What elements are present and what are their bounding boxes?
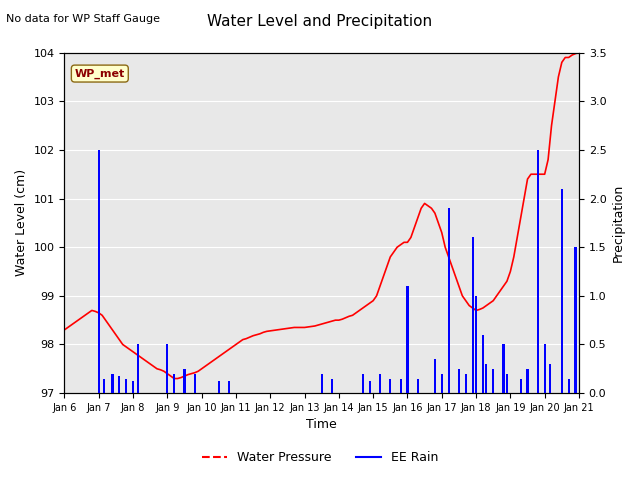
Bar <box>184 369 186 393</box>
Bar <box>417 379 419 393</box>
Y-axis label: Precipitation: Precipitation <box>612 184 625 262</box>
Bar <box>321 373 323 393</box>
Bar <box>548 364 551 393</box>
Bar <box>458 369 460 393</box>
Bar <box>103 379 105 393</box>
Bar <box>568 379 570 393</box>
Bar <box>218 382 220 393</box>
Text: No data for WP Staff Gauge: No data for WP Staff Gauge <box>6 14 161 24</box>
Bar <box>228 382 230 393</box>
Bar <box>561 189 563 393</box>
Bar <box>520 379 522 393</box>
Y-axis label: Water Level (cm): Water Level (cm) <box>15 169 28 276</box>
Bar <box>369 382 371 393</box>
Legend: Water Pressure, EE Rain: Water Pressure, EE Rain <box>196 446 444 469</box>
Bar <box>475 296 477 393</box>
Bar <box>125 379 127 393</box>
Bar <box>399 379 402 393</box>
Bar <box>465 373 467 393</box>
Text: WP_met: WP_met <box>75 69 125 79</box>
Bar <box>472 238 474 393</box>
Bar <box>389 379 392 393</box>
Bar <box>485 364 488 393</box>
Bar <box>362 373 364 393</box>
Bar <box>111 373 113 393</box>
Bar <box>379 373 381 393</box>
Bar <box>543 345 546 393</box>
Bar <box>434 359 436 393</box>
Bar <box>506 373 508 393</box>
Bar <box>98 150 100 393</box>
Bar <box>331 379 333 393</box>
X-axis label: Time: Time <box>307 419 337 432</box>
Bar <box>173 373 175 393</box>
Text: Water Level and Precipitation: Water Level and Precipitation <box>207 14 433 29</box>
Bar <box>137 345 140 393</box>
Bar <box>482 335 484 393</box>
Bar <box>502 345 504 393</box>
Bar <box>441 373 443 393</box>
Bar <box>132 382 134 393</box>
Bar <box>527 369 529 393</box>
Bar <box>537 150 539 393</box>
Bar <box>118 376 120 393</box>
Bar <box>166 345 168 393</box>
Bar <box>575 247 577 393</box>
Bar <box>447 208 450 393</box>
Bar <box>194 373 196 393</box>
Bar <box>492 369 494 393</box>
Bar <box>406 286 408 393</box>
